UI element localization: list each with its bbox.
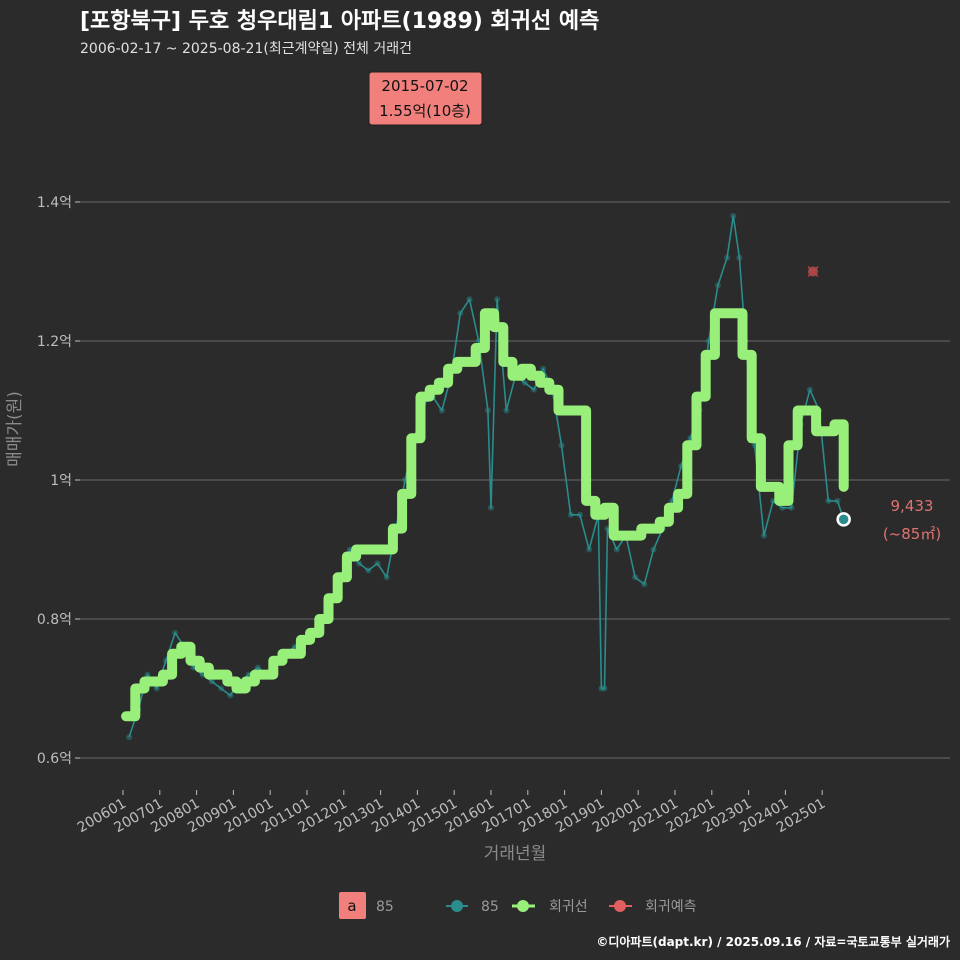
legend: a 85 85 회귀선 회귀예측 [339, 892, 697, 919]
legend-forecast-dot [614, 900, 626, 912]
gridlines [80, 201, 950, 759]
forecast-point-cross [807, 265, 819, 278]
source-caption: ©디아파트(dapt.kr) / 2025.09.16 / 자료=국토교통부 실… [596, 934, 950, 949]
series-85-point [576, 511, 583, 518]
legend-regression-dot [517, 900, 529, 912]
legend-forecast-text: 회귀예측 [645, 899, 697, 915]
last-point-marker [836, 512, 851, 527]
series-85-point [641, 581, 648, 588]
series-85-point [521, 379, 528, 386]
series-85-point [374, 560, 381, 567]
series-85-point [208, 678, 215, 685]
series-85-point [218, 685, 225, 692]
series-85-point [598, 685, 605, 692]
series-85-point [788, 504, 795, 511]
series-85-point [494, 296, 501, 303]
series-85-point [530, 386, 537, 393]
series-85-point [438, 407, 445, 414]
series-85-point [779, 504, 786, 511]
legend-regression-text: 회귀선 [549, 899, 588, 915]
series-85-point [730, 212, 737, 219]
legend-label-key: a [347, 897, 356, 915]
series-85-point [806, 386, 813, 393]
series-85-point [586, 546, 593, 553]
series-85-point [825, 497, 832, 504]
series-85-point [153, 685, 160, 692]
series-85-point [567, 511, 574, 518]
y-tick-label: 1억 [50, 473, 72, 489]
legend-85-dot [451, 900, 463, 912]
callout-date: 2015-07-02 [381, 77, 468, 95]
callout-box [368, 71, 483, 126]
series-85-point [724, 254, 731, 261]
series-85-point [503, 407, 510, 414]
series-85-point [484, 407, 491, 414]
series-85-point [540, 365, 547, 372]
y-tick-label: 1.4억 [37, 195, 72, 211]
series-85-point [558, 442, 565, 449]
legend-label-text: 85 [376, 899, 394, 915]
y-axis-ticks: 0.6억 0.8억 1억 1.2억 1.4억 [37, 195, 80, 767]
regression-group [121, 308, 849, 722]
series-85-point [457, 310, 464, 317]
series-85-point [383, 574, 390, 581]
x-axis-title: 거래년월 [484, 844, 547, 864]
callout-value: 1.55억(10층) [379, 102, 471, 120]
legend-85-text: 85 [481, 899, 499, 915]
chart-subtitle: 2006-02-17 ~ 2025-08-21(최근계약일) 전체 거래건 [80, 41, 412, 57]
series-85-point [488, 504, 494, 511]
legend-label-box [339, 892, 366, 919]
callout-annotation: 2015-07-02 1.55억(10층) [368, 71, 483, 126]
series-85-point [632, 574, 639, 581]
series-85-point [227, 692, 234, 699]
series-85-point [172, 629, 179, 636]
series-85-point [254, 664, 261, 671]
series-85-point [365, 567, 372, 574]
series-85-point [356, 560, 363, 567]
series-85-point [760, 532, 767, 539]
series-85-point [126, 734, 133, 741]
series-85-point [613, 546, 620, 553]
y-tick-label: 0.6억 [37, 751, 72, 767]
last-value-label: 9,433 [891, 497, 934, 515]
regression-line [121, 308, 849, 722]
series-85-point [144, 671, 151, 678]
chart-title: [포항북구] 두호 청우대림1 아파트(1989) 회귀선 예측 [80, 9, 599, 34]
y-tick-label: 0.8억 [37, 612, 72, 628]
series-85-point [650, 546, 657, 553]
series-85-point [714, 282, 721, 289]
last-value-sublabel: (~85㎡) [883, 525, 941, 543]
markers-group [807, 265, 851, 527]
y-axis-title: 매매가(원) [5, 391, 25, 467]
series-85-point [736, 254, 743, 261]
y-tick-label: 1.2억 [37, 334, 72, 350]
series-85-point [601, 685, 608, 692]
series-85-point [466, 296, 473, 303]
series-85-point [834, 497, 841, 504]
